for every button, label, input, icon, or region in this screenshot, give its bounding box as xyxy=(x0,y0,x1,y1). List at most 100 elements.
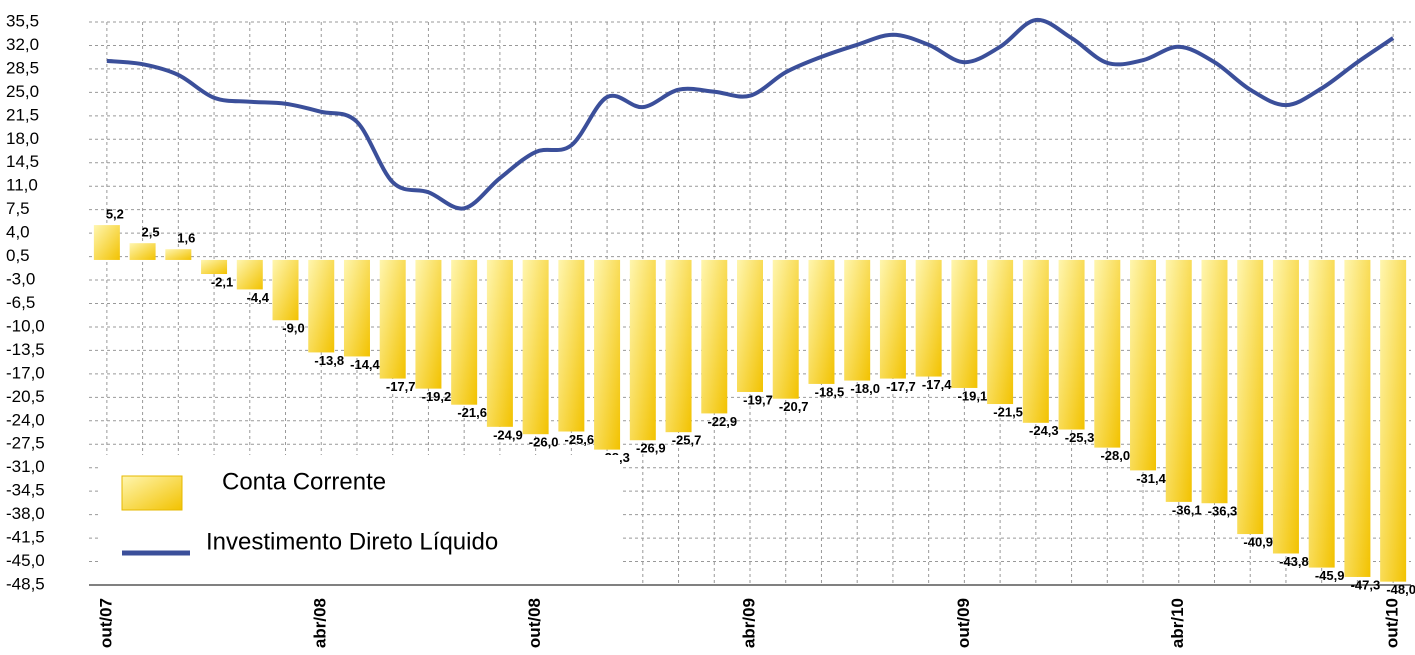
value-label: -18,5 xyxy=(815,384,845,399)
bar xyxy=(272,259,299,321)
value-label: -25,3 xyxy=(1065,430,1095,445)
bar xyxy=(236,259,263,290)
bar xyxy=(594,259,621,450)
bar xyxy=(201,259,228,275)
bar xyxy=(1058,259,1085,430)
bar xyxy=(1201,259,1228,504)
value-label: -26,9 xyxy=(636,441,666,456)
bar xyxy=(1022,259,1049,423)
value-label: -13,8 xyxy=(314,353,344,368)
bar xyxy=(665,259,692,433)
x-tick-label: out/08 xyxy=(525,598,544,648)
bar xyxy=(737,259,763,392)
x-tick-label: abr/09 xyxy=(739,598,758,648)
bar xyxy=(987,259,1014,405)
bar xyxy=(1344,259,1371,577)
y-tick-label: 14,5 xyxy=(6,152,39,171)
value-label: -48,0 xyxy=(1386,582,1415,597)
y-tick-label: -10,0 xyxy=(6,316,45,335)
y-tick-label: 4,0 xyxy=(6,223,30,242)
x-tick-label: out/09 xyxy=(954,598,973,648)
value-label: -45,9 xyxy=(1315,568,1345,583)
bar xyxy=(879,259,906,379)
value-label: -24,9 xyxy=(493,427,523,442)
x-tick-label: out/07 xyxy=(96,598,115,648)
bar xyxy=(93,225,120,260)
legend-label: Conta Corrente xyxy=(222,468,386,495)
y-tick-label: -34,5 xyxy=(6,481,45,500)
bar xyxy=(629,259,656,441)
bar xyxy=(308,259,335,353)
bar xyxy=(1308,259,1335,568)
y-tick-label: -31,0 xyxy=(6,457,45,476)
value-label: -47,3 xyxy=(1351,577,1381,592)
bar xyxy=(772,259,799,399)
value-label: -43,8 xyxy=(1279,554,1309,569)
bar xyxy=(522,259,549,435)
value-label: -26,0 xyxy=(529,435,559,450)
value-label: -17,7 xyxy=(886,379,916,394)
value-label: -19,1 xyxy=(958,388,988,403)
y-tick-label: 11,0 xyxy=(6,176,38,195)
value-label: -22,9 xyxy=(707,414,737,429)
value-label: -21,5 xyxy=(993,404,1023,419)
bar xyxy=(701,259,728,414)
bar xyxy=(486,259,513,427)
value-label: -24,3 xyxy=(1029,423,1059,438)
bar xyxy=(1237,259,1264,535)
bar xyxy=(1094,259,1121,448)
y-tick-label: -41,5 xyxy=(6,528,45,547)
bar xyxy=(415,259,442,389)
value-label: -9,0 xyxy=(282,321,304,336)
bar xyxy=(1130,259,1157,471)
x-tick-label: abr/10 xyxy=(1168,598,1187,648)
value-label: -36,3 xyxy=(1208,504,1238,519)
bar xyxy=(844,259,871,381)
y-tick-label: 25,0 xyxy=(6,82,39,101)
y-tick-label: 35,5 xyxy=(6,11,39,30)
y-tick-label: 28,5 xyxy=(6,58,39,77)
value-label: -4,4 xyxy=(247,290,270,305)
value-label: -25,6 xyxy=(565,432,595,447)
y-tick-label: -38,0 xyxy=(6,504,45,523)
x-tick-label: abr/08 xyxy=(311,598,330,648)
value-label: -17,7 xyxy=(386,379,416,394)
y-tick-label: 32,0 xyxy=(6,35,39,54)
y-tick-label: 0,5 xyxy=(6,246,30,265)
value-label: -25,7 xyxy=(672,433,702,448)
legend: Conta Corrente Investimento Direto Líquid… xyxy=(100,455,620,583)
line xyxy=(106,17,1395,211)
bar xyxy=(165,249,192,260)
y-tick-label: -45,0 xyxy=(6,551,45,570)
legend-background xyxy=(100,455,620,583)
bar xyxy=(451,259,478,405)
y-tick-label: -6,5 xyxy=(6,293,35,312)
bar xyxy=(1165,259,1192,502)
x-tick-label: out/10 xyxy=(1383,598,1402,648)
bar xyxy=(951,259,978,388)
bar xyxy=(1380,259,1407,582)
bar xyxy=(1272,259,1299,554)
value-label: -31,4 xyxy=(1136,471,1166,486)
value-label: -14,4 xyxy=(350,357,380,372)
bar xyxy=(558,259,585,432)
y-tick-label: -13,5 xyxy=(6,340,45,359)
value-label: -19,7 xyxy=(743,392,773,407)
value-label: -19,2 xyxy=(422,389,452,404)
value-label: -36,1 xyxy=(1172,502,1202,517)
value-label: -18,0 xyxy=(850,381,880,396)
value-label: -40,9 xyxy=(1243,534,1273,549)
y-tick-label: 7,5 xyxy=(6,199,30,218)
y-tick-label: -27,5 xyxy=(6,434,45,453)
y-tick-label: -24,0 xyxy=(6,410,45,429)
legend-label: Investimento Direto Líquido xyxy=(206,528,498,555)
value-label: -2,1 xyxy=(211,274,233,289)
value-label: -28,0 xyxy=(1100,448,1130,463)
value-label: -17,4 xyxy=(922,377,952,392)
y-tick-label: 21,5 xyxy=(6,105,39,124)
bar xyxy=(915,259,942,377)
bar xyxy=(379,259,406,379)
value-label: -20,7 xyxy=(779,399,809,414)
value-label: 2,5 xyxy=(142,225,160,240)
